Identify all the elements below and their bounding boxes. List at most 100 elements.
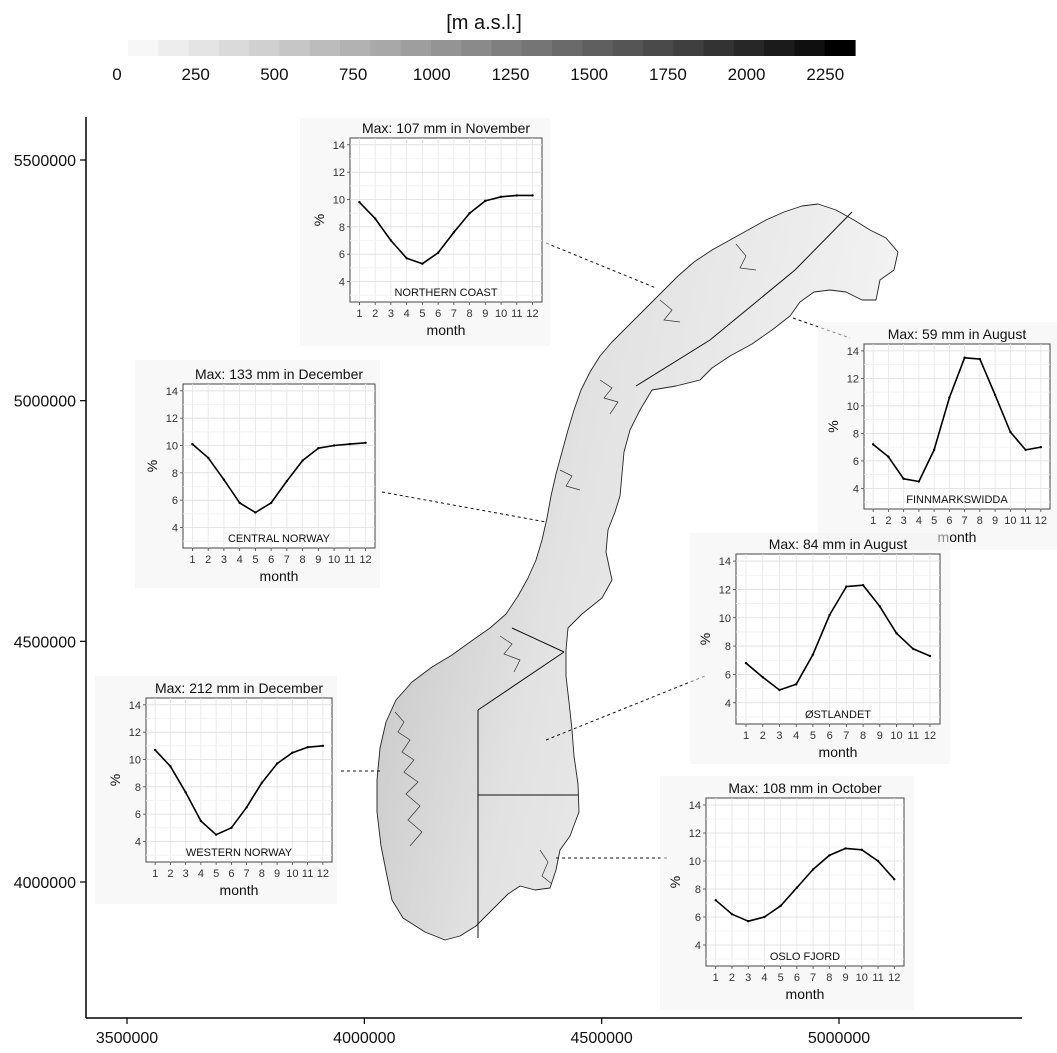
- map-x-ticks: 3500000 4000000 4500000 5000000: [96, 1018, 870, 1047]
- inset-x-axis-title: month: [260, 568, 299, 584]
- inset-x-tick-label: 2: [729, 972, 735, 984]
- colorbar-title: [m a.s.l.]: [446, 12, 522, 34]
- colorbar-tick-label: 1000: [413, 65, 451, 84]
- inset-y-tick-label: 12: [166, 413, 178, 425]
- inset-x-tick-label: 8: [826, 972, 832, 984]
- inset-data-point: [238, 501, 241, 505]
- inset-data-point: [778, 688, 781, 692]
- inset-y-tick-label: 10: [719, 613, 731, 625]
- inset-data-point: [860, 848, 864, 851]
- inset-panel: [735, 553, 941, 725]
- inset-grid: [183, 384, 375, 548]
- inset-y-tick-label: 8: [853, 428, 859, 440]
- inset-data-point: [902, 477, 905, 480]
- colorbar-step: [340, 40, 371, 56]
- map-x-tick-label: 5000000: [808, 1030, 870, 1047]
- colorbar-tick-label: 1750: [649, 65, 687, 84]
- map-y-ticks: 5500000 5000000 4500000 4000000: [14, 153, 86, 892]
- inset-y-axis-title: %: [107, 774, 123, 786]
- colorbar-step: [158, 40, 190, 56]
- inset-x-tick-label: 2: [372, 308, 378, 320]
- inset-x-tick-label: 12: [888, 972, 900, 984]
- inset-data-point: [515, 194, 519, 197]
- inset-data-point: [421, 262, 424, 265]
- inset-x-tick-label: 4: [761, 972, 767, 984]
- inset-x-tick-label: 3: [183, 868, 189, 880]
- inset-data-point: [993, 393, 997, 397]
- inset-grid: [350, 138, 542, 302]
- inset-x-tick-label: 3: [221, 554, 227, 566]
- inset-x-tick-label: 9: [315, 554, 321, 566]
- inset-x-tick-label: 7: [451, 308, 457, 320]
- inset-y-axis-title: %: [697, 633, 713, 645]
- colorbar-step: [764, 40, 796, 56]
- inset-y-tick-label: 10: [166, 441, 178, 453]
- colorbar-step: [279, 40, 311, 56]
- inset-x-tick-label: 5: [931, 515, 937, 527]
- inset-y-axis-title: %: [667, 876, 683, 888]
- inset-data-point: [373, 217, 377, 220]
- inset-grid: [706, 798, 904, 966]
- inset-y-tick-label: 12: [333, 167, 345, 179]
- inset-y-axis-title: %: [825, 420, 841, 432]
- inset-y-tick-label: 10: [129, 755, 141, 767]
- inset-x-tick-label: 5: [252, 554, 258, 566]
- colorbar-step: [249, 40, 281, 56]
- inset-data-point: [301, 459, 304, 462]
- inset-data-point: [332, 444, 336, 447]
- inset-data-point: [291, 751, 294, 754]
- inset-x-tick-label: 7: [843, 730, 849, 742]
- inset-data-point: [828, 854, 831, 857]
- map-y-tick-label: 4500000: [14, 634, 76, 651]
- inset-x-tick-label: 8: [977, 515, 983, 527]
- inset-x-tick-label: 7: [244, 868, 250, 880]
- inset-data-point: [169, 765, 172, 768]
- map-y-tick-label: 5500000: [14, 153, 76, 170]
- colorbar-step: [128, 40, 159, 56]
- inset-x-tick-label: 11: [344, 554, 355, 566]
- inset-data-point: [963, 356, 966, 359]
- inset-data-point: [1039, 445, 1043, 449]
- inset-data-point: [876, 859, 880, 863]
- inset-title: Max: 212 mm in December: [155, 680, 323, 696]
- inset-data-point: [405, 257, 408, 260]
- inset-data-point: [452, 231, 456, 234]
- inset-x-tick-label: 11: [908, 730, 919, 742]
- leader-ostlandet: [545, 675, 706, 741]
- inset-x-tick-label: 6: [946, 515, 952, 527]
- inset-x-tick-label: 10: [1004, 515, 1016, 527]
- inset-grid: [736, 554, 940, 724]
- inset-x-tick-label: 4: [916, 515, 922, 527]
- leader-central-norway: [381, 491, 547, 523]
- inset-data-point: [254, 511, 257, 514]
- inset-title: Max: 84 mm in August: [769, 536, 908, 552]
- inset-panel: [145, 697, 333, 863]
- inset-x-tick-label: 11: [302, 868, 313, 880]
- colorbar-step: [491, 40, 523, 56]
- inset-data-point: [436, 251, 440, 254]
- inset-x-tick-label: 5: [810, 730, 816, 742]
- inset-data-point: [275, 762, 279, 765]
- inset-panel: [705, 797, 905, 967]
- inset-y-tick-label: 4: [853, 483, 859, 495]
- inset-y-tick-label: 14: [129, 700, 141, 712]
- inset-data-point: [730, 913, 734, 916]
- inset-y-tick-label: 6: [172, 495, 178, 507]
- inset-data-point: [917, 480, 921, 483]
- inset-x-tick-label: 11: [1020, 515, 1031, 527]
- colorbar-step: [612, 40, 644, 56]
- norway-map: [376, 203, 899, 941]
- inset-title: Max: 133 mm in December: [195, 366, 363, 382]
- inset-data-point: [317, 447, 320, 450]
- inset-data-point: [230, 826, 233, 830]
- inset-y-tick-label: 14: [847, 346, 859, 358]
- inset-data-point: [948, 396, 951, 399]
- inset-data-point: [811, 653, 815, 656]
- inset-data-point: [321, 744, 325, 748]
- inset-data-point: [364, 441, 367, 444]
- inset-series-line: [745, 584, 931, 691]
